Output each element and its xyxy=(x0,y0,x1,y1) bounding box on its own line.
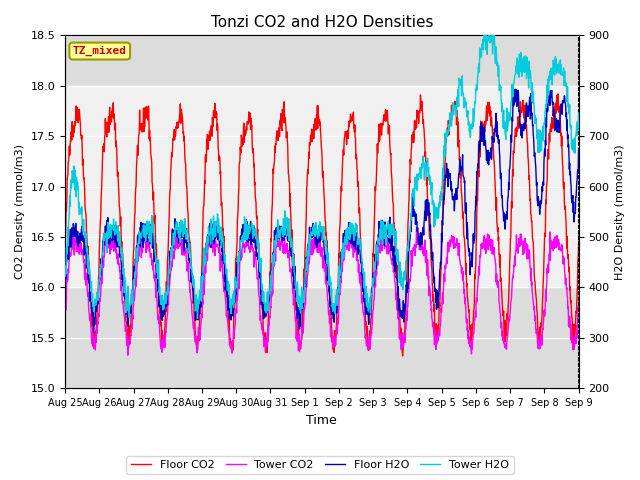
Tower H2O xyxy=(549,72,557,77)
Floor CO2 xyxy=(324,257,332,263)
Floor CO2 xyxy=(603,319,611,324)
Tower H2O xyxy=(603,140,611,146)
Tower H2O xyxy=(193,315,201,321)
Line: Floor H2O: Floor H2O xyxy=(65,84,613,332)
Floor H2O xyxy=(548,102,556,108)
Legend: Floor CO2, Tower CO2, Floor H2O, Tower H2O: Floor CO2, Tower CO2, Floor H2O, Tower H… xyxy=(126,456,514,474)
Text: TZ_mixed: TZ_mixed xyxy=(73,46,127,56)
Tower CO2 xyxy=(413,225,420,231)
Tower CO2 xyxy=(124,352,132,358)
Tower H2O xyxy=(468,126,476,132)
Title: Tonzi CO2 and H2O Densities: Tonzi CO2 and H2O Densities xyxy=(211,15,433,30)
Tower H2O xyxy=(147,229,154,235)
Floor H2O xyxy=(61,278,69,284)
Floor H2O xyxy=(609,151,617,156)
Tower CO2 xyxy=(315,247,323,253)
Floor CO2 xyxy=(61,248,69,254)
Tower H2O xyxy=(609,115,617,120)
Floor CO2 xyxy=(314,103,322,108)
Floor H2O xyxy=(579,81,587,87)
Floor CO2 xyxy=(554,91,562,97)
Floor H2O xyxy=(325,277,333,283)
Floor H2O xyxy=(90,329,97,335)
Floor H2O xyxy=(315,239,323,244)
Floor CO2 xyxy=(147,151,154,156)
Floor CO2 xyxy=(609,256,617,262)
Y-axis label: H2O Density (mmol/m3): H2O Density (mmol/m3) xyxy=(615,144,625,280)
Floor H2O xyxy=(147,241,155,247)
Y-axis label: CO2 Density (mmol/m3): CO2 Density (mmol/m3) xyxy=(15,144,25,279)
Floor CO2 xyxy=(548,120,556,126)
Tower H2O xyxy=(61,269,69,275)
Tower CO2 xyxy=(609,297,617,303)
Floor H2O xyxy=(603,204,611,210)
Floor CO2 xyxy=(468,321,476,327)
Bar xyxy=(65,86,579,288)
Floor CO2 xyxy=(399,353,406,359)
X-axis label: Time: Time xyxy=(307,414,337,427)
Tower CO2 xyxy=(61,303,69,309)
Line: Tower H2O: Tower H2O xyxy=(65,20,613,318)
Tower CO2 xyxy=(147,251,155,256)
Tower H2O xyxy=(485,17,493,23)
Tower CO2 xyxy=(549,239,557,244)
Tower CO2 xyxy=(603,343,611,348)
Tower H2O xyxy=(325,280,333,286)
Line: Tower CO2: Tower CO2 xyxy=(65,228,613,355)
Tower H2O xyxy=(315,228,323,233)
Tower CO2 xyxy=(325,312,333,318)
Tower CO2 xyxy=(468,336,476,342)
Floor H2O xyxy=(468,264,476,270)
Line: Floor CO2: Floor CO2 xyxy=(65,94,613,356)
